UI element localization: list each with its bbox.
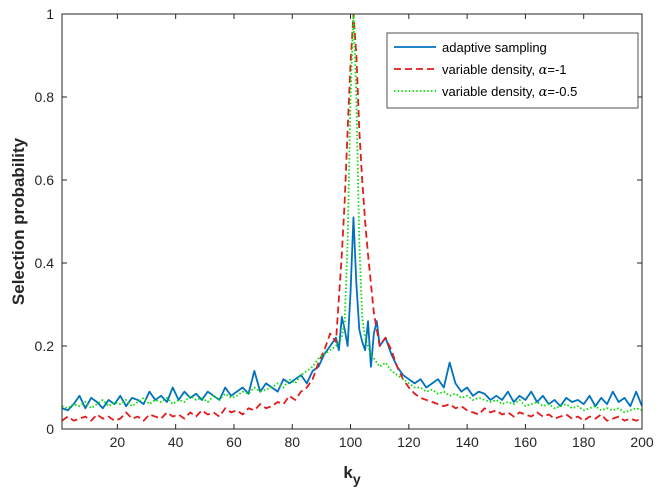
x-tick-label: 60 xyxy=(226,434,242,450)
x-tick-label: 200 xyxy=(630,434,654,450)
y-tick-label: 0.4 xyxy=(35,255,55,271)
x-axis-label-subscript: y xyxy=(353,471,361,487)
x-tick-label: 180 xyxy=(572,434,596,450)
x-tick-label: 140 xyxy=(455,434,479,450)
x-tick-label: 160 xyxy=(514,434,538,450)
tick-layer: 20 40 60 80 100 120 140 160 180 200 0 0.2 0.4 0.6 0.8 1 xyxy=(35,6,654,450)
y-tick-label: 0.6 xyxy=(35,172,55,188)
y-axis-label: Selection probability xyxy=(9,137,28,305)
y-tick-label: 0.2 xyxy=(35,338,55,354)
legend-label-vd05: variable density, α=-0.5 xyxy=(442,84,577,100)
series-line-vd1 xyxy=(62,14,642,422)
x-tick-label: 100 xyxy=(339,434,363,450)
legend-label-adaptive: adaptive sampling xyxy=(442,40,547,55)
series-line-adaptive xyxy=(62,216,642,412)
series-line-vd05 xyxy=(62,14,642,414)
series-layer xyxy=(62,14,642,422)
legend-box xyxy=(386,32,639,109)
x-tick-label: 120 xyxy=(397,434,421,450)
legend-items: adaptive sampling variable density, α=-1 v… xyxy=(394,40,577,100)
y-tick-label: 0 xyxy=(46,421,54,437)
x-tick-label: 40 xyxy=(168,434,184,450)
y-tick-label: 0.8 xyxy=(35,89,55,105)
legend-label-vd1: variable density, α=-1 xyxy=(442,62,567,78)
axes-box xyxy=(61,13,643,430)
x-tick-label: 80 xyxy=(284,434,300,450)
x-axis-label-main: k xyxy=(343,463,353,482)
x-axis-label: ky xyxy=(343,463,360,487)
x-tick-label: 20 xyxy=(110,434,126,450)
legend: adaptive sampling variable density, α=-1 v… xyxy=(386,32,639,109)
y-tick-label: 1 xyxy=(46,6,54,22)
